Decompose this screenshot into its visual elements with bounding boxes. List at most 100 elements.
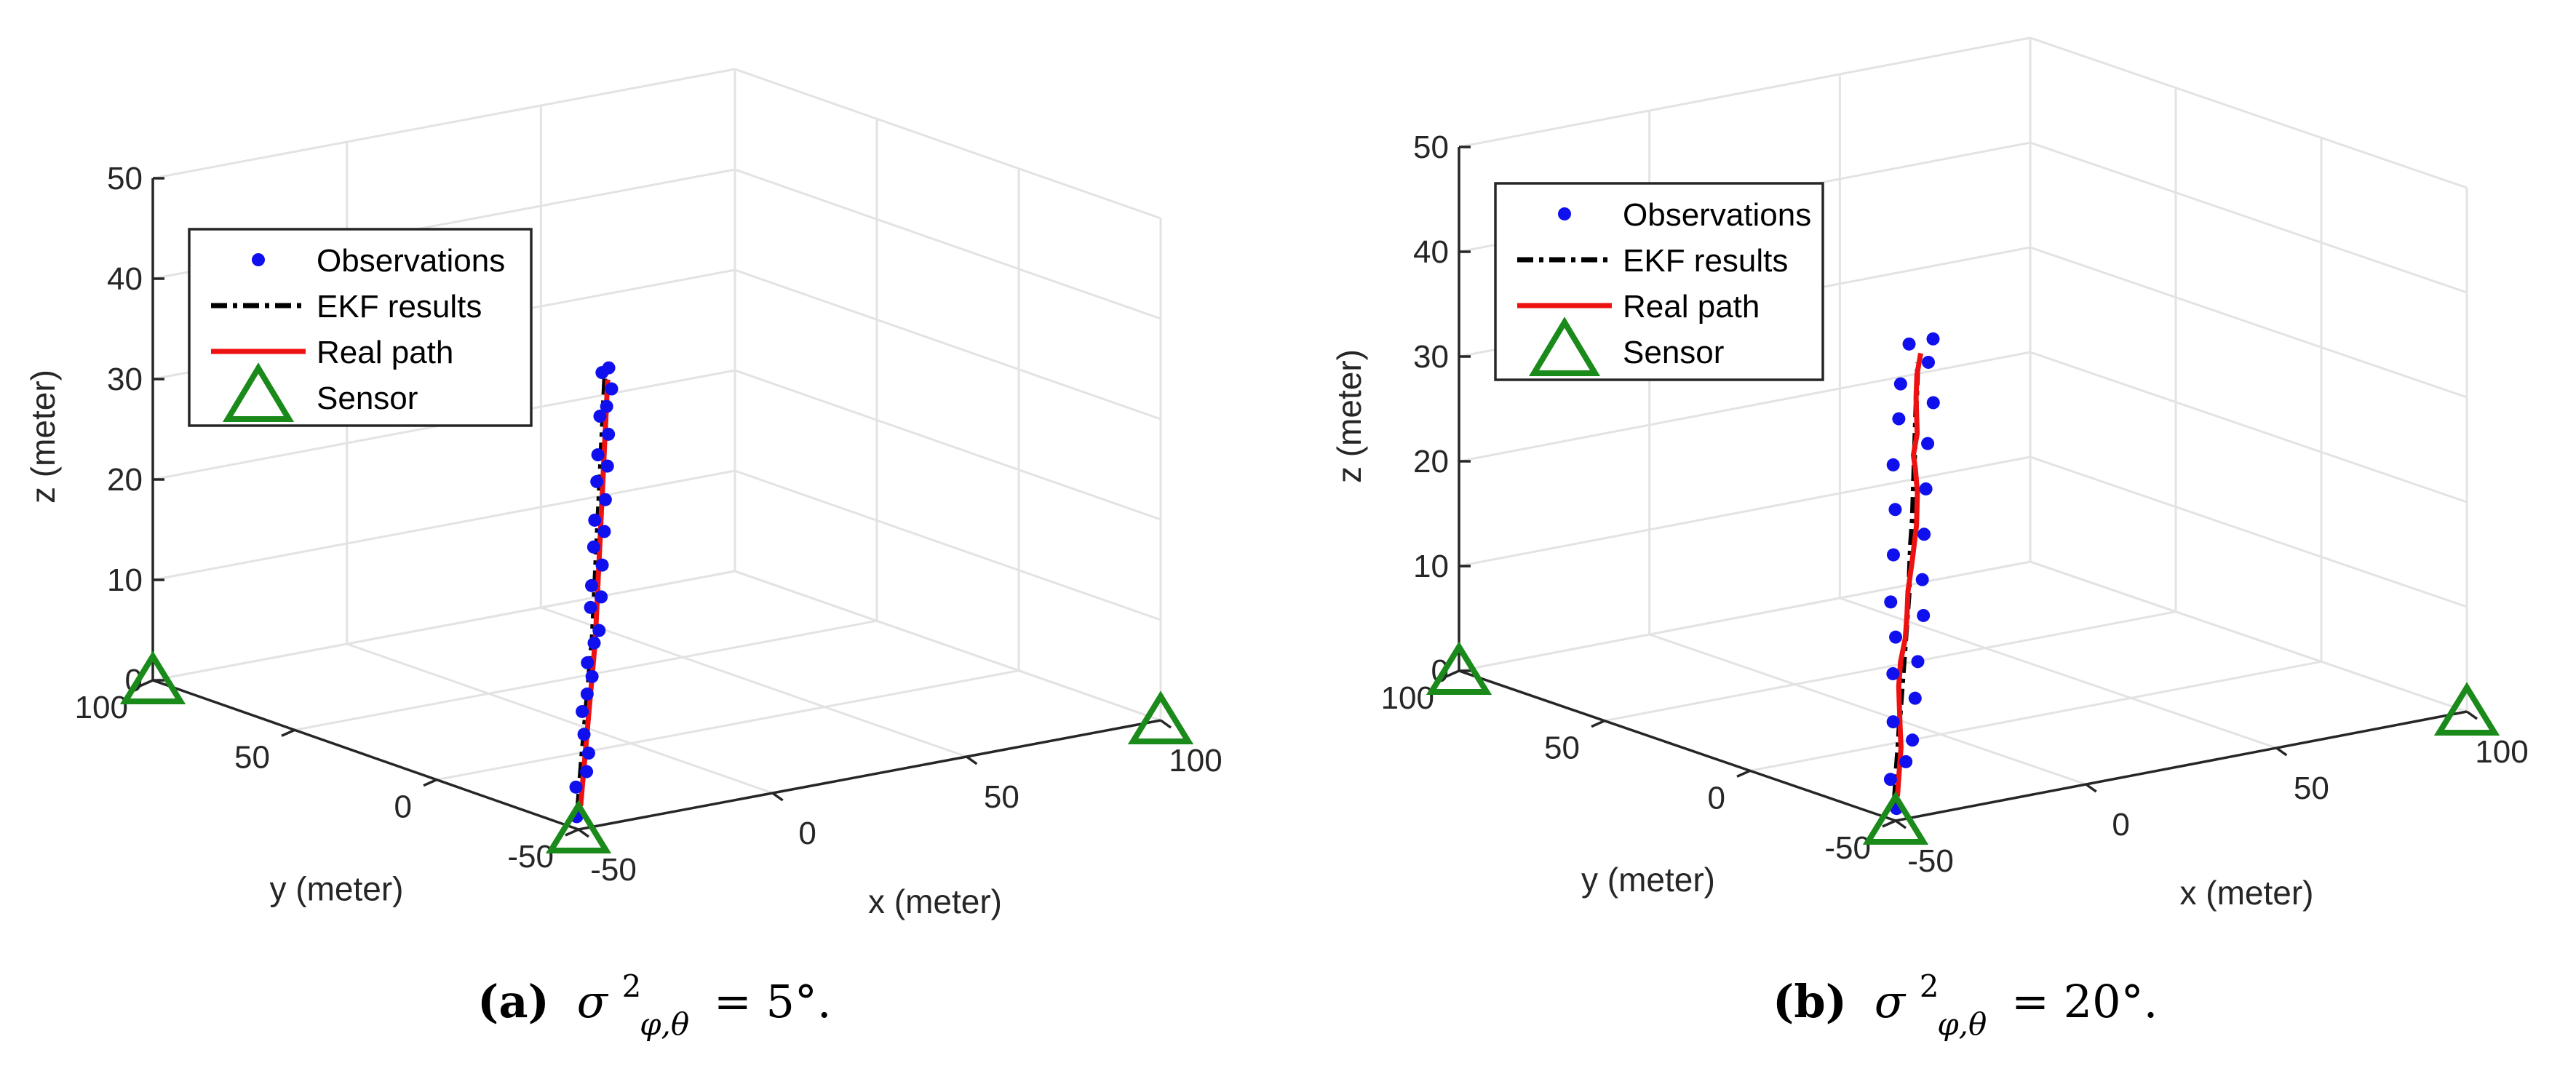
wall-gridline-z bbox=[1458, 560, 2031, 672]
observation-point bbox=[1926, 396, 1940, 410]
observation-point bbox=[580, 765, 594, 779]
legend-label: Observations bbox=[317, 243, 505, 279]
floor-gridline-x bbox=[1649, 633, 2087, 786]
y-tick-label: 100 bbox=[1381, 680, 1434, 716]
caption-a-sup: 2 bbox=[622, 968, 642, 1004]
wall-gridline-z bbox=[152, 570, 736, 682]
x-tick-label: 100 bbox=[2475, 734, 2528, 770]
caption-b-letter: (b) bbox=[1773, 975, 1847, 1028]
x-tick-mark bbox=[966, 755, 978, 765]
observation-point bbox=[1892, 412, 1906, 426]
y-tick-label: 50 bbox=[234, 739, 270, 775]
y-tick-label: 0 bbox=[1708, 780, 1725, 816]
wall-gridline-z bbox=[1458, 36, 2031, 148]
legend-label: Sensor bbox=[1623, 335, 1724, 370]
z-tick-label: 50 bbox=[1413, 130, 1449, 165]
observation-point bbox=[591, 448, 605, 462]
floor-gridline-y bbox=[436, 669, 1019, 781]
z-axis-label: z (meter) bbox=[24, 370, 62, 503]
y-tick-label: 50 bbox=[1544, 730, 1580, 766]
legend-observations-symbol bbox=[252, 253, 265, 266]
observation-point bbox=[600, 399, 613, 413]
x-axis bbox=[1895, 710, 2468, 822]
observation-point bbox=[1893, 377, 1907, 391]
wall-gridline-z2 bbox=[2030, 141, 2468, 294]
wall-gridline-z2 bbox=[734, 469, 1161, 621]
observation-point bbox=[585, 669, 599, 683]
x-tick-mark bbox=[2465, 710, 2478, 720]
observation-point bbox=[581, 656, 595, 669]
legend-entry: Observations bbox=[1558, 197, 1811, 233]
caption-a: (a) σ 2 φ,θ = 5°. bbox=[477, 955, 832, 1046]
observation-point bbox=[1915, 573, 1929, 586]
wall-gridline-z2 bbox=[734, 268, 1161, 421]
observation-point bbox=[1899, 755, 1913, 768]
y-tick-label: 100 bbox=[75, 690, 128, 725]
z-axis-label: z (meter) bbox=[1330, 349, 1368, 483]
observation-point bbox=[1886, 715, 1900, 729]
observation-point bbox=[595, 590, 608, 604]
observation-point bbox=[1911, 655, 1925, 669]
observation-point bbox=[597, 525, 611, 538]
wall-gridline-z bbox=[152, 68, 736, 180]
axes bbox=[1445, 146, 2478, 829]
observation-point bbox=[1886, 458, 1900, 471]
legend-sensor-symbol bbox=[1528, 316, 1601, 376]
legend-entry: EKF results bbox=[1517, 243, 1788, 279]
observation-point bbox=[585, 578, 598, 592]
observation-point bbox=[576, 704, 589, 718]
observation-point bbox=[590, 474, 604, 488]
floor-gridline-x bbox=[1839, 597, 2277, 749]
caption-a-sub: φ,θ bbox=[640, 1006, 689, 1042]
observation-point bbox=[592, 624, 606, 637]
y-tick-mark bbox=[281, 728, 295, 737]
legend-label: Sensor bbox=[317, 381, 418, 416]
y-tick-label: -50 bbox=[507, 839, 554, 875]
y-axis-label: y (meter) bbox=[270, 870, 404, 908]
caption-a-symbol: σ bbox=[577, 975, 609, 1028]
wall-gridline-z bbox=[1458, 351, 2031, 463]
y-tick-label: 0 bbox=[394, 789, 412, 825]
wall-gridline-z2 bbox=[734, 570, 1161, 722]
observation-point bbox=[587, 636, 601, 650]
caption-b-sub: φ,θ bbox=[1937, 1006, 1987, 1042]
observation-point bbox=[1921, 437, 1935, 450]
observation-point bbox=[1889, 630, 1903, 644]
legend-entry: Real path bbox=[211, 335, 453, 370]
x-tick-label: 0 bbox=[798, 816, 816, 851]
legend-entry: Sensor bbox=[1528, 316, 1724, 376]
observation-point bbox=[588, 513, 602, 527]
observation-point bbox=[569, 780, 583, 794]
wall-gridline-z bbox=[152, 469, 736, 581]
gridlines bbox=[1458, 36, 2468, 822]
x-tick-mark bbox=[771, 792, 784, 802]
observation-point bbox=[1886, 548, 1900, 562]
x-tick-label: 50 bbox=[2294, 771, 2329, 806]
x-axis-label: x (meter) bbox=[2180, 874, 2314, 912]
legend-label: Real path bbox=[317, 335, 453, 370]
z-tick-label: 20 bbox=[1413, 444, 1449, 479]
observation-point bbox=[595, 558, 609, 572]
caption-b-sup: 2 bbox=[1920, 968, 1939, 1004]
observation-point bbox=[600, 459, 614, 473]
x-axis-label: x (meter) bbox=[868, 883, 1002, 920]
floor-gridline-x bbox=[346, 642, 774, 795]
legend-label: EKF results bbox=[317, 289, 482, 325]
y-axis bbox=[1458, 669, 1896, 822]
caption-a-value: = 5°. bbox=[714, 975, 832, 1028]
caption-a-letter: (a) bbox=[477, 975, 549, 1028]
sensor-marker bbox=[545, 800, 612, 853]
x-tick-label: 0 bbox=[2112, 807, 2129, 843]
wall-gridline-z2 bbox=[2030, 351, 2468, 503]
observation-point bbox=[1922, 355, 1935, 369]
sensor-marker bbox=[1426, 641, 1492, 695]
real-path-line bbox=[1895, 352, 1923, 797]
observation-point bbox=[602, 361, 616, 375]
axes bbox=[139, 177, 1172, 838]
floor-gridline-y bbox=[1604, 610, 2177, 722]
